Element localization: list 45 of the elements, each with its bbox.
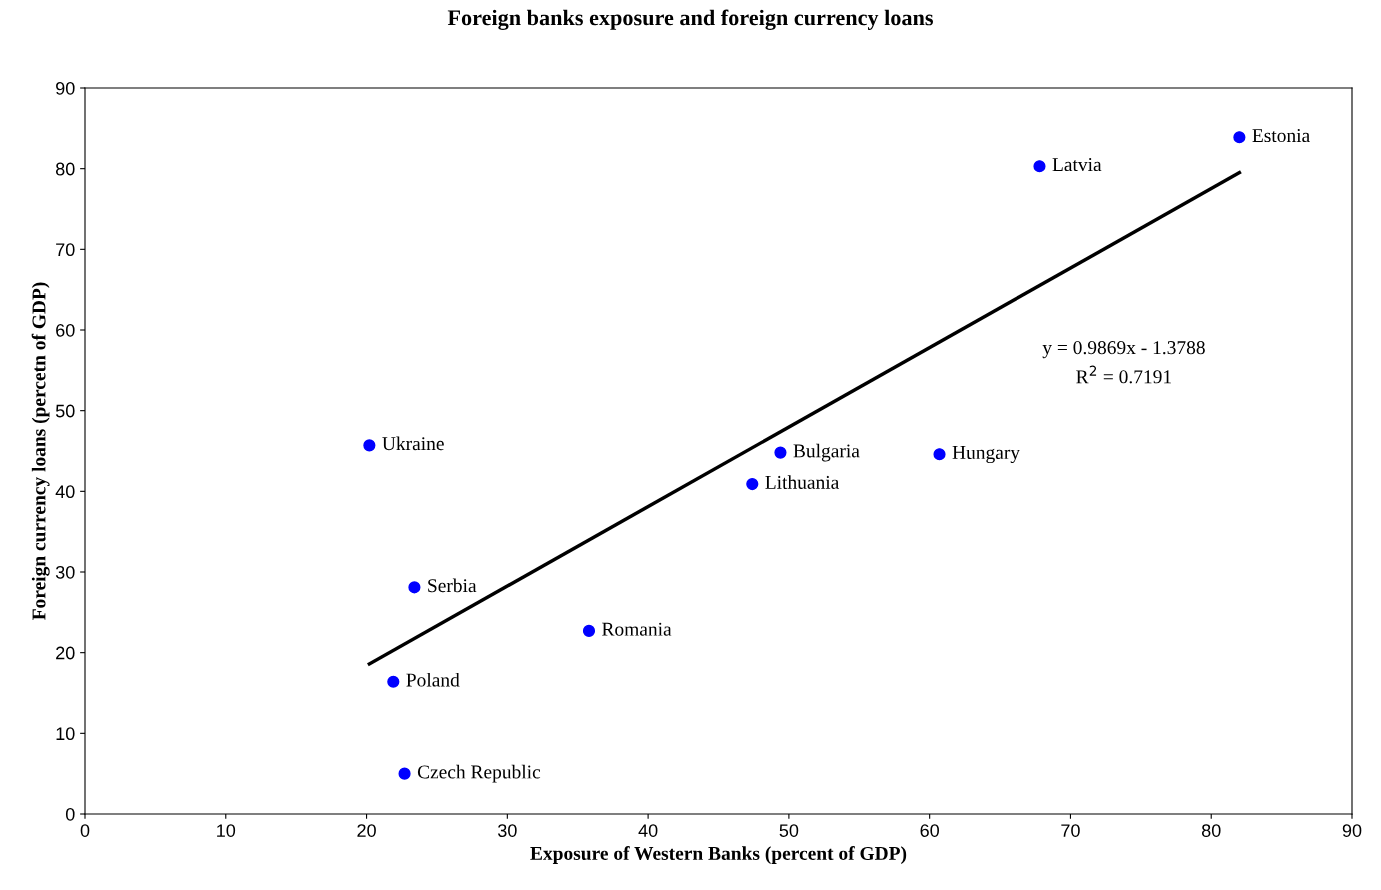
x-tick-label: 30 <box>497 824 517 837</box>
annotation: Serbia <box>428 578 477 593</box>
y-tick-label: 70 <box>56 243 75 257</box>
point <box>933 448 946 461</box>
point <box>1233 131 1246 144</box>
y-axis-title: Foreign currency loans (percetn of GDP) <box>31 282 50 620</box>
annotation: Czech Republic <box>417 764 541 783</box>
annotation: Bulgaria <box>793 443 860 462</box>
y-tick-label: 10 <box>56 727 75 741</box>
x-tick-label: 40 <box>638 824 658 837</box>
point <box>398 767 411 780</box>
annotation: Latvia <box>1052 158 1102 172</box>
point <box>387 675 400 688</box>
annotation: Lithuania <box>765 475 840 489</box>
chart-title: Foreign banks exposure and foreign currency loans <box>447 9 934 30</box>
point <box>774 446 787 459</box>
annotation: Estonia <box>1252 129 1310 143</box>
annotation: y = 0.9869x - 1.3788 <box>1042 341 1205 359</box>
y-tick-label: 80 <box>55 162 75 176</box>
x-tick-label: 50 <box>779 824 799 837</box>
y-tick-label: 30 <box>55 565 75 579</box>
y-tick-label: 50 <box>55 404 75 418</box>
y-tick-label: 20 <box>56 646 75 660</box>
point <box>408 581 421 594</box>
point <box>1033 160 1046 173</box>
y-tick-label: 90 <box>56 81 75 95</box>
annotation: Ukraine <box>382 436 444 451</box>
point <box>363 439 376 452</box>
x-tick-label: 20 <box>357 824 376 837</box>
annotation: Hungary <box>952 446 1020 464</box>
x-tick-label: 60 <box>920 824 939 837</box>
x-tick-label: 0 <box>80 824 90 837</box>
x-tick-label: 70 <box>1061 824 1080 837</box>
point <box>746 477 759 491</box>
x-tick-label: 80 <box>1201 824 1221 837</box>
y-tick-label: 60 <box>56 323 75 337</box>
point <box>582 624 596 637</box>
annotation: Romania <box>602 622 672 636</box>
x-axis-title: Exposure of Western Banks (percent of GDP) <box>530 846 907 864</box>
x-tick-label: 90 <box>1342 824 1362 837</box>
annotation: Poland <box>406 672 460 687</box>
y-tick-label: 0 <box>65 807 75 821</box>
y-tick-label: 40 <box>55 485 75 499</box>
annotation: R$^{2}$ = 0.7191 <box>1076 365 1171 384</box>
x-tick-label: 10 <box>217 824 236 837</box>
